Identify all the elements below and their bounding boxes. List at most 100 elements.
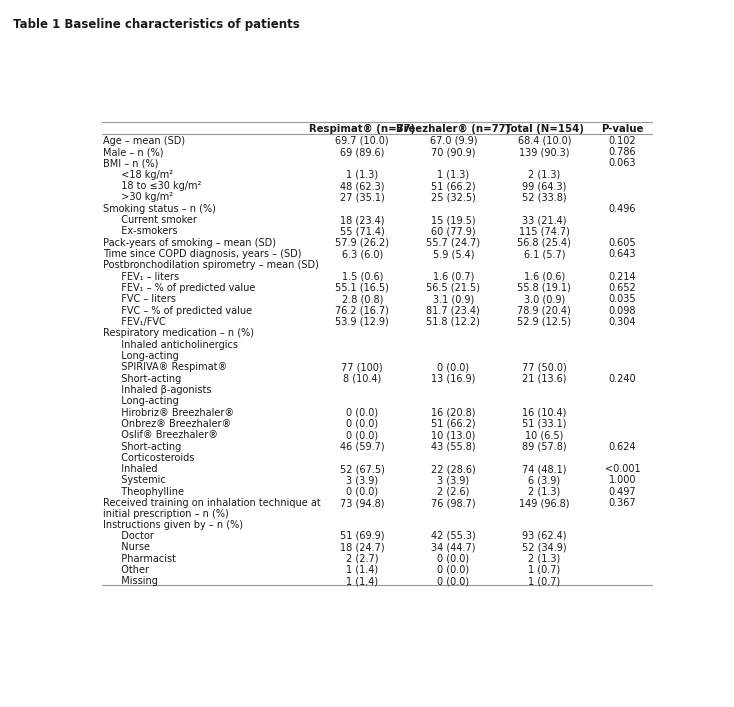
Text: Onbrez® Breezhaler®: Onbrez® Breezhaler® bbox=[115, 419, 230, 429]
Text: 93 (62.4): 93 (62.4) bbox=[522, 531, 567, 541]
Text: 0.214: 0.214 bbox=[608, 271, 636, 281]
Text: FEV₁/FVC: FEV₁/FVC bbox=[115, 317, 165, 327]
Text: P-value: P-value bbox=[601, 124, 644, 134]
Text: 6.3 (6.0): 6.3 (6.0) bbox=[341, 249, 383, 259]
Text: Instructions given by – n (%): Instructions given by – n (%) bbox=[103, 520, 243, 530]
Text: 18 (23.4): 18 (23.4) bbox=[340, 215, 385, 225]
Text: 22 (28.6): 22 (28.6) bbox=[431, 464, 476, 474]
Text: Theophylline: Theophylline bbox=[115, 487, 184, 497]
Text: 0 (0.0): 0 (0.0) bbox=[346, 430, 378, 440]
Text: 0 (0.0): 0 (0.0) bbox=[437, 565, 469, 575]
Text: Corticosteroids: Corticosteroids bbox=[115, 453, 194, 463]
Text: 8 (10.4): 8 (10.4) bbox=[343, 373, 382, 384]
Text: Short-acting: Short-acting bbox=[115, 441, 181, 452]
Text: 15 (19.5): 15 (19.5) bbox=[431, 215, 476, 225]
Text: 57.9 (26.2): 57.9 (26.2) bbox=[335, 238, 389, 247]
Text: 0.605: 0.605 bbox=[608, 238, 636, 247]
Text: Postbronchodilation spirometry – mean (SD): Postbronchodilation spirometry – mean (S… bbox=[103, 260, 319, 270]
Text: FEV₁ – % of predicted value: FEV₁ – % of predicted value bbox=[115, 283, 255, 293]
Text: 67.0 (9.9): 67.0 (9.9) bbox=[429, 136, 477, 146]
Text: 1.6 (0.7): 1.6 (0.7) bbox=[432, 271, 474, 281]
Text: 27 (35.1): 27 (35.1) bbox=[340, 192, 385, 202]
Text: 2 (2.6): 2 (2.6) bbox=[437, 487, 470, 497]
Text: 78.9 (20.4): 78.9 (20.4) bbox=[517, 305, 571, 315]
Text: 115 (74.7): 115 (74.7) bbox=[519, 226, 570, 236]
Text: 60 (77.9): 60 (77.9) bbox=[431, 226, 476, 236]
Text: 52 (33.8): 52 (33.8) bbox=[522, 192, 567, 202]
Text: SPIRIVA® Respimat®: SPIRIVA® Respimat® bbox=[115, 362, 227, 373]
Text: Table 1 Baseline characteristics of patients: Table 1 Baseline characteristics of pati… bbox=[13, 18, 300, 31]
Text: 55.7 (24.7): 55.7 (24.7) bbox=[426, 238, 480, 247]
Text: Ex-smokers: Ex-smokers bbox=[115, 226, 177, 236]
Text: Long-acting: Long-acting bbox=[115, 396, 178, 407]
Text: 0 (0.0): 0 (0.0) bbox=[437, 554, 469, 563]
Text: FVC – % of predicted value: FVC – % of predicted value bbox=[115, 305, 252, 315]
Text: 0.063: 0.063 bbox=[608, 158, 636, 168]
Text: Long-acting: Long-acting bbox=[115, 351, 178, 361]
Text: 68.4 (10.0): 68.4 (10.0) bbox=[517, 136, 571, 146]
Text: 55.8 (19.1): 55.8 (19.1) bbox=[517, 283, 571, 293]
Text: 0.035: 0.035 bbox=[608, 294, 636, 304]
Text: 1 (1.3): 1 (1.3) bbox=[437, 170, 469, 180]
Text: 48 (62.3): 48 (62.3) bbox=[340, 181, 385, 191]
Text: FVC – liters: FVC – liters bbox=[115, 294, 175, 304]
Text: 2 (1.3): 2 (1.3) bbox=[528, 554, 560, 563]
Text: 51 (33.1): 51 (33.1) bbox=[522, 419, 567, 429]
Text: Systemic: Systemic bbox=[115, 476, 165, 486]
Text: FEV₁ – liters: FEV₁ – liters bbox=[115, 271, 178, 281]
Text: <0.001: <0.001 bbox=[605, 464, 640, 474]
Text: 6 (3.9): 6 (3.9) bbox=[528, 476, 560, 486]
Text: 69.7 (10.0): 69.7 (10.0) bbox=[335, 136, 389, 146]
Text: Missing: Missing bbox=[115, 576, 157, 586]
Text: Breezhaler® (n=77): Breezhaler® (n=77) bbox=[396, 124, 510, 134]
Text: 51.8 (12.2): 51.8 (12.2) bbox=[426, 317, 480, 327]
Text: 89 (57.8): 89 (57.8) bbox=[522, 441, 567, 452]
Text: Oslif® Breezhaler®: Oslif® Breezhaler® bbox=[115, 430, 217, 440]
Text: 1 (0.7): 1 (0.7) bbox=[528, 576, 560, 586]
Text: 0.643: 0.643 bbox=[608, 249, 636, 259]
Text: 69 (89.6): 69 (89.6) bbox=[340, 147, 385, 157]
Text: 3 (3.9): 3 (3.9) bbox=[437, 476, 469, 486]
Text: 1 (1.4): 1 (1.4) bbox=[346, 565, 378, 575]
Text: 0.652: 0.652 bbox=[608, 283, 636, 293]
Text: 0 (0.0): 0 (0.0) bbox=[346, 407, 378, 418]
Text: 52.9 (12.5): 52.9 (12.5) bbox=[517, 317, 571, 327]
Text: 77 (100): 77 (100) bbox=[341, 362, 383, 373]
Text: 149 (96.8): 149 (96.8) bbox=[519, 498, 570, 508]
Text: 76.2 (16.7): 76.2 (16.7) bbox=[335, 305, 389, 315]
Text: 42 (55.3): 42 (55.3) bbox=[431, 531, 476, 541]
Text: 16 (10.4): 16 (10.4) bbox=[522, 407, 567, 418]
Text: 2 (1.3): 2 (1.3) bbox=[528, 487, 560, 497]
Text: 0.102: 0.102 bbox=[608, 136, 636, 146]
Text: BMI – n (%): BMI – n (%) bbox=[103, 158, 159, 168]
Text: 1.000: 1.000 bbox=[608, 476, 636, 486]
Text: 1 (1.3): 1 (1.3) bbox=[346, 170, 378, 180]
Text: Short-acting: Short-acting bbox=[115, 373, 181, 384]
Text: Total (N=154): Total (N=154) bbox=[505, 124, 584, 134]
Text: 3.0 (0.9): 3.0 (0.9) bbox=[523, 294, 565, 304]
Text: 0.786: 0.786 bbox=[608, 147, 636, 157]
Text: 1.6 (0.6): 1.6 (0.6) bbox=[523, 271, 565, 281]
Text: 0.367: 0.367 bbox=[608, 498, 636, 508]
Text: 5.9 (5.4): 5.9 (5.4) bbox=[432, 249, 474, 259]
Text: 51 (69.9): 51 (69.9) bbox=[340, 531, 385, 541]
Text: Inhaled β-agonists: Inhaled β-agonists bbox=[115, 385, 211, 395]
Text: 0.497: 0.497 bbox=[608, 487, 636, 497]
Text: Other: Other bbox=[115, 565, 148, 575]
Text: Received training on inhalation technique at: Received training on inhalation techniqu… bbox=[103, 498, 321, 508]
Text: 34 (44.7): 34 (44.7) bbox=[431, 542, 476, 552]
Text: 74 (48.1): 74 (48.1) bbox=[522, 464, 567, 474]
Text: 81.7 (23.4): 81.7 (23.4) bbox=[426, 305, 480, 315]
Text: 0 (0.0): 0 (0.0) bbox=[437, 362, 469, 373]
Text: Doctor: Doctor bbox=[115, 531, 153, 541]
Text: 2 (1.3): 2 (1.3) bbox=[528, 170, 560, 180]
Text: Smoking status – n (%): Smoking status – n (%) bbox=[103, 204, 216, 214]
Text: 6.1 (5.7): 6.1 (5.7) bbox=[523, 249, 565, 259]
Text: Current smoker: Current smoker bbox=[115, 215, 197, 225]
Text: 0.240: 0.240 bbox=[608, 373, 636, 384]
Text: Pharmacist: Pharmacist bbox=[115, 554, 175, 563]
Text: 56.8 (25.4): 56.8 (25.4) bbox=[517, 238, 571, 247]
Text: 21 (13.6): 21 (13.6) bbox=[522, 373, 567, 384]
Text: 99 (64.3): 99 (64.3) bbox=[522, 181, 567, 191]
Text: Hirobriz® Breezhaler®: Hirobriz® Breezhaler® bbox=[115, 407, 233, 418]
